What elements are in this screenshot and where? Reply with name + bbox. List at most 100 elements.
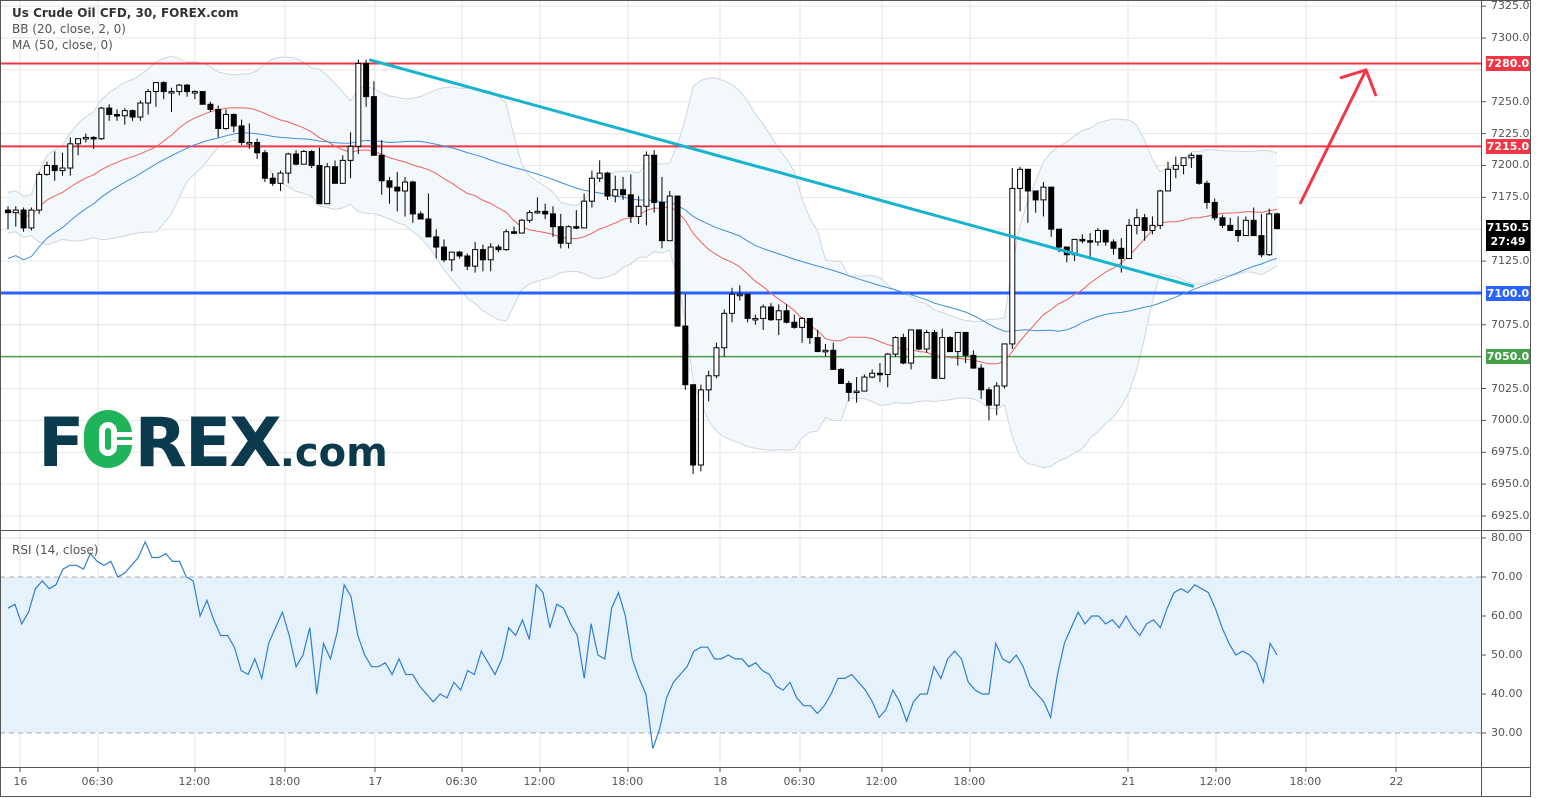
candle[interactable]	[1172, 156, 1179, 179]
candle[interactable]	[222, 109, 229, 130]
candle[interactable]	[106, 104, 113, 121]
candle[interactable]	[838, 368, 845, 384]
candle[interactable]	[627, 174, 634, 223]
candle[interactable]	[729, 287, 736, 323]
candle[interactable]	[456, 250, 463, 259]
candle[interactable]	[822, 343, 829, 357]
symbol-title[interactable]: Us Crude Oil CFD, 30, FOREX.com	[12, 6, 239, 20]
candle[interactable]	[12, 206, 19, 227]
candle[interactable]	[542, 203, 549, 220]
candle[interactable]	[705, 370, 712, 402]
candle[interactable]	[534, 197, 541, 214]
candle[interactable]	[1094, 227, 1101, 246]
candle[interactable]	[386, 176, 393, 204]
candle[interactable]	[238, 119, 245, 146]
candle[interactable]	[277, 170, 284, 191]
candle[interactable]	[775, 304, 782, 336]
candle[interactable]	[355, 59, 362, 154]
candle[interactable]	[145, 88, 152, 115]
candle[interactable]	[191, 90, 198, 100]
candle[interactable]	[1188, 152, 1195, 169]
candle[interactable]	[43, 161, 50, 176]
candle[interactable]	[67, 137, 74, 176]
candle[interactable]	[767, 303, 774, 321]
candle[interactable]	[1048, 186, 1055, 237]
candle[interactable]	[1079, 234, 1086, 244]
candle[interactable]	[1203, 180, 1210, 209]
candle[interactable]	[643, 151, 650, 226]
candle[interactable]	[324, 162, 331, 205]
candle[interactable]	[1258, 213, 1265, 258]
candle[interactable]	[752, 314, 759, 325]
candle[interactable]	[503, 229, 510, 251]
candle[interactable]	[791, 314, 798, 329]
candle[interactable]	[635, 196, 642, 225]
candle[interactable]	[947, 336, 954, 353]
candle[interactable]	[339, 155, 346, 184]
candle[interactable]	[962, 331, 969, 364]
candle[interactable]	[1157, 189, 1164, 230]
candle[interactable]	[129, 109, 136, 121]
candle[interactable]	[316, 147, 323, 205]
candle[interactable]	[308, 150, 315, 169]
candle[interactable]	[137, 100, 144, 121]
candle[interactable]	[370, 81, 377, 156]
candle[interactable]	[98, 106, 105, 140]
candle[interactable]	[1009, 168, 1016, 350]
candle[interactable]	[1126, 219, 1133, 260]
candle[interactable]	[830, 342, 837, 370]
candle[interactable]	[448, 251, 455, 272]
candle[interactable]	[1211, 198, 1218, 221]
candle[interactable]	[923, 329, 930, 353]
candle[interactable]	[978, 364, 985, 399]
candle[interactable]	[1235, 216, 1242, 242]
candle[interactable]	[440, 239, 447, 263]
candle[interactable]	[1250, 207, 1257, 237]
candle[interactable]	[1017, 166, 1024, 212]
candle[interactable]	[954, 331, 961, 366]
candle[interactable]	[176, 83, 183, 96]
candle[interactable]	[113, 109, 120, 121]
candle[interactable]	[254, 138, 261, 160]
candle[interactable]	[760, 304, 767, 330]
candle[interactable]	[783, 304, 790, 324]
candle[interactable]	[425, 193, 432, 238]
candle[interactable]	[970, 350, 977, 369]
candle[interactable]	[1001, 343, 1008, 389]
arrow-up-icon[interactable]	[1298, 68, 1378, 205]
candle[interactable]	[402, 176, 409, 217]
candle[interactable]	[1024, 168, 1031, 223]
candle[interactable]	[409, 180, 416, 223]
candle[interactable]	[487, 243, 494, 272]
candle[interactable]	[884, 352, 891, 388]
candle[interactable]	[853, 377, 860, 403]
candle[interactable]	[417, 211, 424, 220]
candle[interactable]	[518, 219, 525, 234]
candle[interactable]	[246, 123, 253, 149]
candle[interactable]	[300, 150, 307, 165]
candle[interactable]	[814, 329, 821, 353]
candle[interactable]	[876, 363, 883, 383]
candle[interactable]	[549, 206, 556, 237]
candle[interactable]	[168, 87, 175, 112]
indicator-bb-label[interactable]: BB (20, close, 2, 0)	[12, 22, 126, 36]
candle[interactable]	[160, 81, 167, 100]
candle[interactable]	[199, 91, 206, 105]
candle[interactable]	[184, 83, 191, 97]
candle[interactable]	[28, 207, 35, 231]
candle[interactable]	[1242, 216, 1249, 237]
candle[interactable]	[736, 285, 743, 301]
candle[interactable]	[82, 133, 89, 143]
candle[interactable]	[573, 210, 580, 230]
candle[interactable]	[394, 171, 401, 212]
candle[interactable]	[869, 369, 876, 379]
candle[interactable]	[612, 175, 619, 203]
candle[interactable]	[464, 253, 471, 270]
candle[interactable]	[363, 59, 370, 107]
candle[interactable]	[690, 384, 697, 474]
candle[interactable]	[1196, 154, 1203, 185]
candle[interactable]	[207, 101, 214, 112]
candle[interactable]	[1227, 217, 1234, 231]
candle[interactable]	[588, 170, 595, 208]
